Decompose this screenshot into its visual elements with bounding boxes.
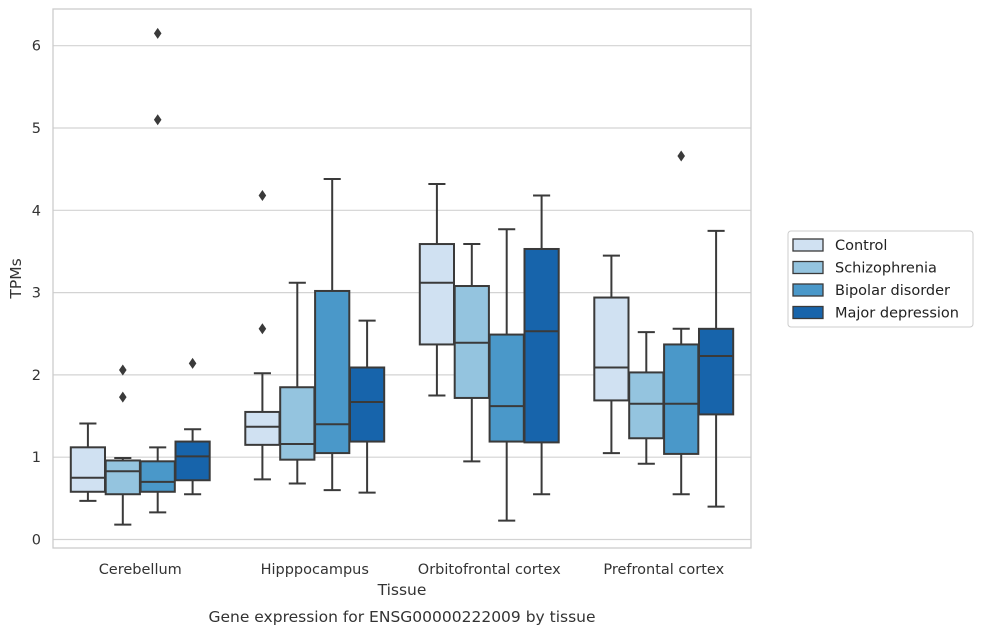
box-group	[244, 189, 281, 481]
outlier-point	[153, 114, 162, 126]
box-iqr	[244, 410, 281, 446]
chart-caption: Gene expression for ENSG00000222009 by t…	[208, 608, 595, 626]
legend-swatch	[792, 283, 824, 297]
box-group	[697, 229, 735, 508]
outlier-point	[119, 364, 127, 376]
series-group	[174, 194, 735, 508]
outlier-point	[258, 323, 267, 335]
box-iqr	[348, 366, 386, 443]
box-iqr	[104, 459, 141, 496]
y-tick-label: 5	[32, 121, 41, 137]
box-iqr	[628, 371, 665, 440]
y-tick-label: 0	[32, 533, 41, 549]
y-tick-label: 2	[32, 368, 41, 384]
box-iqr	[488, 333, 525, 443]
box-iqr	[139, 460, 176, 493]
box-group	[174, 357, 211, 496]
box-iqr	[69, 446, 107, 493]
box-iqr	[697, 327, 735, 416]
y-tick-label: 4	[32, 203, 41, 219]
legend-swatch	[792, 238, 824, 252]
outlier-point	[119, 391, 127, 403]
legend-label: Control	[835, 238, 887, 254]
series-group	[104, 243, 665, 526]
series-group	[69, 182, 630, 502]
y-axis-ticks: 0 1 2 3 4 5 6	[32, 39, 41, 549]
outlier-point	[188, 357, 197, 369]
y-axis-title: TPMs	[7, 258, 25, 299]
box-group	[314, 178, 351, 492]
box-iqr	[418, 243, 456, 346]
legend-label: Major depression	[835, 306, 959, 322]
x-tick-label: Orbitofrontal cortex	[418, 562, 561, 578]
legend-swatch	[792, 260, 824, 275]
y-tick-label: 6	[32, 39, 41, 55]
legend-swatch	[792, 305, 824, 320]
y-tick-label: 3	[32, 286, 41, 302]
box-iqr	[663, 343, 700, 455]
box-iqr	[523, 247, 560, 444]
box-group	[104, 364, 141, 526]
box-iqr	[279, 386, 316, 461]
y-tick-label: 1	[32, 450, 41, 466]
x-tick-label: Cerebellum	[99, 562, 182, 578]
box-group	[139, 27, 176, 514]
x-axis-title: Tissue	[377, 581, 427, 599]
box-group	[628, 331, 665, 465]
box-plot-series	[69, 27, 735, 526]
box-group	[279, 281, 316, 485]
box-group	[418, 182, 456, 397]
box-group	[348, 319, 386, 494]
box-iqr	[593, 296, 630, 402]
box-group	[69, 422, 107, 502]
legend-label: Bipolar disorder	[835, 283, 950, 299]
box-group	[488, 228, 525, 522]
x-axis-ticks: Cerebellum Hipppocampus Orbitofrontal cort…	[99, 562, 725, 578]
plot-area-frame	[52, 8, 752, 549]
outlier-point	[153, 27, 162, 39]
gridlines	[53, 45, 751, 541]
box-group	[453, 243, 490, 463]
box-iqr	[174, 440, 211, 482]
x-tick-label: Prefrontal cortex	[603, 562, 724, 578]
outlier-point	[677, 150, 685, 162]
box-group	[593, 254, 630, 455]
x-tick-label: Hipppocampus	[261, 562, 369, 578]
box-group	[523, 194, 560, 496]
legend-label: Schizophrenia	[835, 261, 937, 277]
legend: Control Schizophrenia Bipolar disorder Majo…	[787, 230, 974, 328]
box-iqr	[314, 289, 351, 455]
outlier-point	[258, 189, 267, 201]
box-group	[663, 150, 700, 496]
legend-frame	[787, 230, 974, 328]
